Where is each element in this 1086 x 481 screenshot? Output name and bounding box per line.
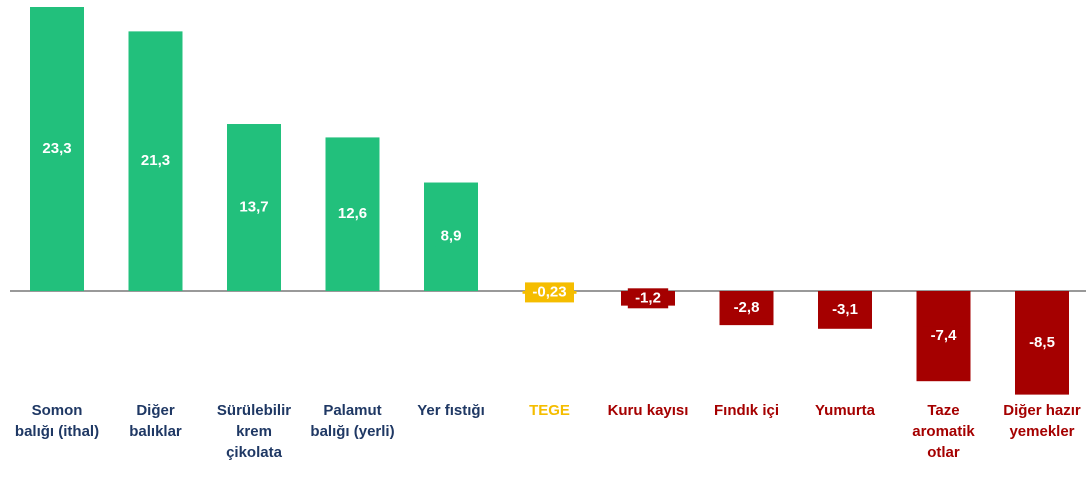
value-label: 13,7	[239, 198, 268, 215]
category-label: Fındık içi	[713, 402, 779, 419]
value-label: -1,2	[635, 289, 661, 306]
value-label: -2,8	[734, 299, 760, 316]
category-label: Taze aromatik otlar	[912, 402, 975, 461]
label-bg	[233, 197, 275, 218]
value-label: -8,5	[1029, 334, 1055, 351]
category-label: Yer fıstığı	[417, 402, 485, 419]
label-bg	[135, 151, 176, 172]
category-label: Diğer hazır yemekler	[1003, 402, 1081, 440]
value-label: 12,6	[338, 205, 367, 222]
value-label: -3,1	[832, 301, 858, 318]
label-bg	[435, 226, 467, 247]
value-label: 8,9	[441, 228, 462, 245]
value-label: 21,3	[141, 152, 170, 169]
label-bg	[36, 139, 78, 159]
category-label: Kuru kayısı	[607, 402, 689, 419]
category-label: Somon balığı (ithal)	[14, 402, 100, 440]
category-label: Diğer balıklar	[129, 402, 182, 440]
label-bg	[923, 326, 964, 347]
label-bg	[627, 288, 669, 309]
label-bg	[1021, 332, 1063, 353]
category-label: Sürülebilir krem çikolata	[216, 402, 292, 461]
category-label: Yumurta	[814, 402, 875, 419]
value-label: 23,3	[42, 140, 71, 157]
category-label: TEGE	[529, 402, 570, 419]
label-bg	[332, 204, 373, 225]
label-bg	[824, 299, 866, 320]
category-label: Palamut balığı (yerli)	[310, 402, 395, 440]
value-label: -0,23	[532, 283, 566, 300]
value-label: -7,4	[931, 327, 958, 344]
label-bg	[525, 282, 574, 303]
label-bg	[726, 298, 767, 319]
